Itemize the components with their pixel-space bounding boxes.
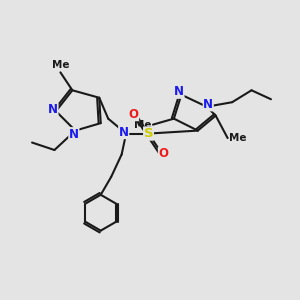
Text: Me: Me: [52, 60, 69, 70]
Text: N: N: [69, 128, 79, 141]
Text: N: N: [48, 103, 58, 116]
Text: N: N: [174, 85, 184, 98]
Text: O: O: [129, 108, 139, 121]
Text: S: S: [144, 127, 153, 140]
Text: N: N: [119, 126, 129, 139]
Text: O: O: [158, 147, 168, 161]
Text: N: N: [203, 98, 213, 111]
Text: Me: Me: [229, 133, 247, 143]
Text: Me: Me: [134, 120, 152, 130]
